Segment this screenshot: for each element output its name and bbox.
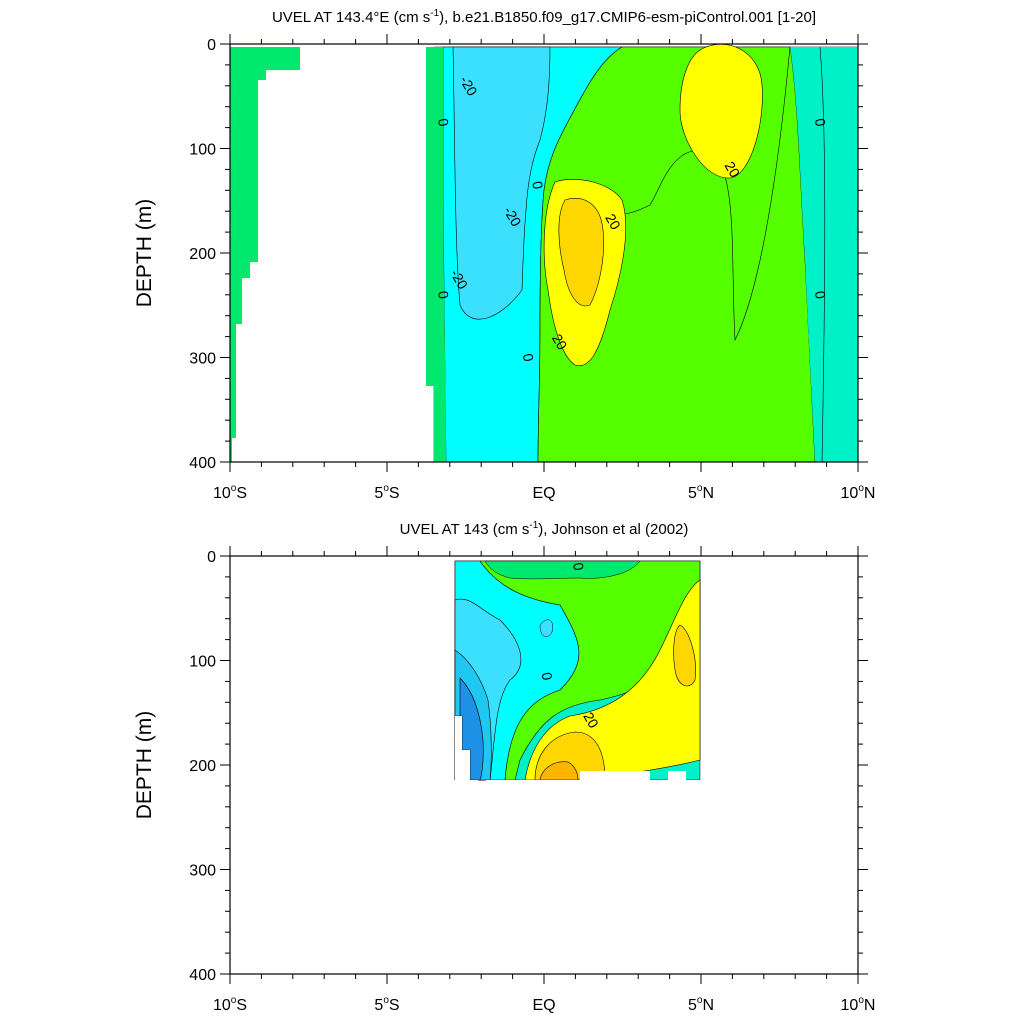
contour-line-lobe: [599, 46, 791, 342]
contour-label: 0: [539, 671, 556, 682]
contour-label: 0: [529, 180, 546, 191]
x-tick-label: 10oN: [841, 995, 876, 1014]
y-tick-label: 300: [189, 863, 216, 880]
x-tick-label: 5oN: [688, 483, 714, 502]
obs-fill-spring: [484, 560, 641, 580]
y-tick-label: 100: [189, 142, 216, 159]
panel-obs-y-label: DEPTH (m): [133, 711, 156, 820]
x-tick-label: 5oN: [688, 995, 714, 1014]
panel-model: UVEL AT 143.4°E (cm s-1), b.e21.B1850.f0…: [133, 8, 875, 502]
contour-label: 0: [570, 561, 587, 572]
contour-fill-pos-20-north: [679, 44, 763, 179]
contour-label: 20: [602, 211, 624, 233]
obs-fill-patch: [539, 619, 553, 637]
panel-obs-plot-area: [454, 560, 701, 974]
y-tick-label: 0: [207, 37, 216, 54]
y-tick-label: 200: [189, 246, 216, 263]
contour-label: 0: [812, 117, 829, 128]
x-tick-label: EQ: [532, 997, 555, 1014]
y-tick-label: 400: [189, 455, 216, 472]
contour-label: 20: [722, 159, 744, 181]
panel-obs-contour-labels: 0 0 20: [539, 561, 602, 731]
contour-fill-pos-30-undercurrent: [558, 198, 604, 307]
x-tick-label: 10oS: [213, 483, 247, 502]
contour-label: 0: [435, 290, 452, 301]
y-tick-label: 200: [189, 758, 216, 775]
obs-fill-orange: [539, 761, 579, 781]
obs-mask-notch: [580, 771, 686, 780]
contour-fill-pos-10-gap: [790, 47, 858, 462]
coastal-strip-left: [230, 47, 300, 462]
obs-mask-bottom: [455, 716, 700, 974]
y-tick-label: 300: [189, 351, 216, 368]
coastal-strip-right: [426, 47, 446, 462]
panel-obs-title: UVEL AT 143 (cm s-1), Johnson et al (200…: [400, 520, 689, 538]
x-tick-label: 10oS: [213, 995, 247, 1014]
contour-label: 0: [812, 290, 829, 301]
land-mask: [230, 44, 433, 462]
y-tick-label: 100: [189, 654, 216, 671]
panel-obs-x-ticks: 10oS 5oS EQ 5oN 10oN: [213, 546, 875, 1014]
y-tick-label: 0: [207, 549, 216, 566]
contour-line-zero-east: [819, 46, 826, 462]
panel-model-y-label: DEPTH (m): [133, 199, 156, 308]
contour-label: 20: [549, 331, 571, 353]
x-tick-label: 5oS: [374, 995, 399, 1014]
panel-model-title: UVEL AT 143.4°E (cm s-1), b.e21.B1850.f0…: [272, 8, 816, 26]
contour-label: 0: [520, 352, 537, 363]
y-tick-label: 400: [189, 967, 216, 984]
contour-label: 20: [580, 709, 602, 731]
contour-label: 0: [435, 117, 452, 128]
x-tick-label: 10oN: [841, 483, 876, 502]
panel-obs: UVEL AT 143 (cm s-1), Johnson et al (200…: [133, 520, 875, 1014]
contour-fill-neg-20: [452, 46, 551, 320]
panel-model-x-ticks: 10oS 5oS EQ 5oN 10oN: [213, 34, 875, 502]
obs-fill-gold-east: [673, 624, 696, 687]
x-tick-label: EQ: [532, 485, 555, 502]
x-tick-label: 5oS: [374, 483, 399, 502]
panel-model-plot-area: [230, 44, 858, 462]
